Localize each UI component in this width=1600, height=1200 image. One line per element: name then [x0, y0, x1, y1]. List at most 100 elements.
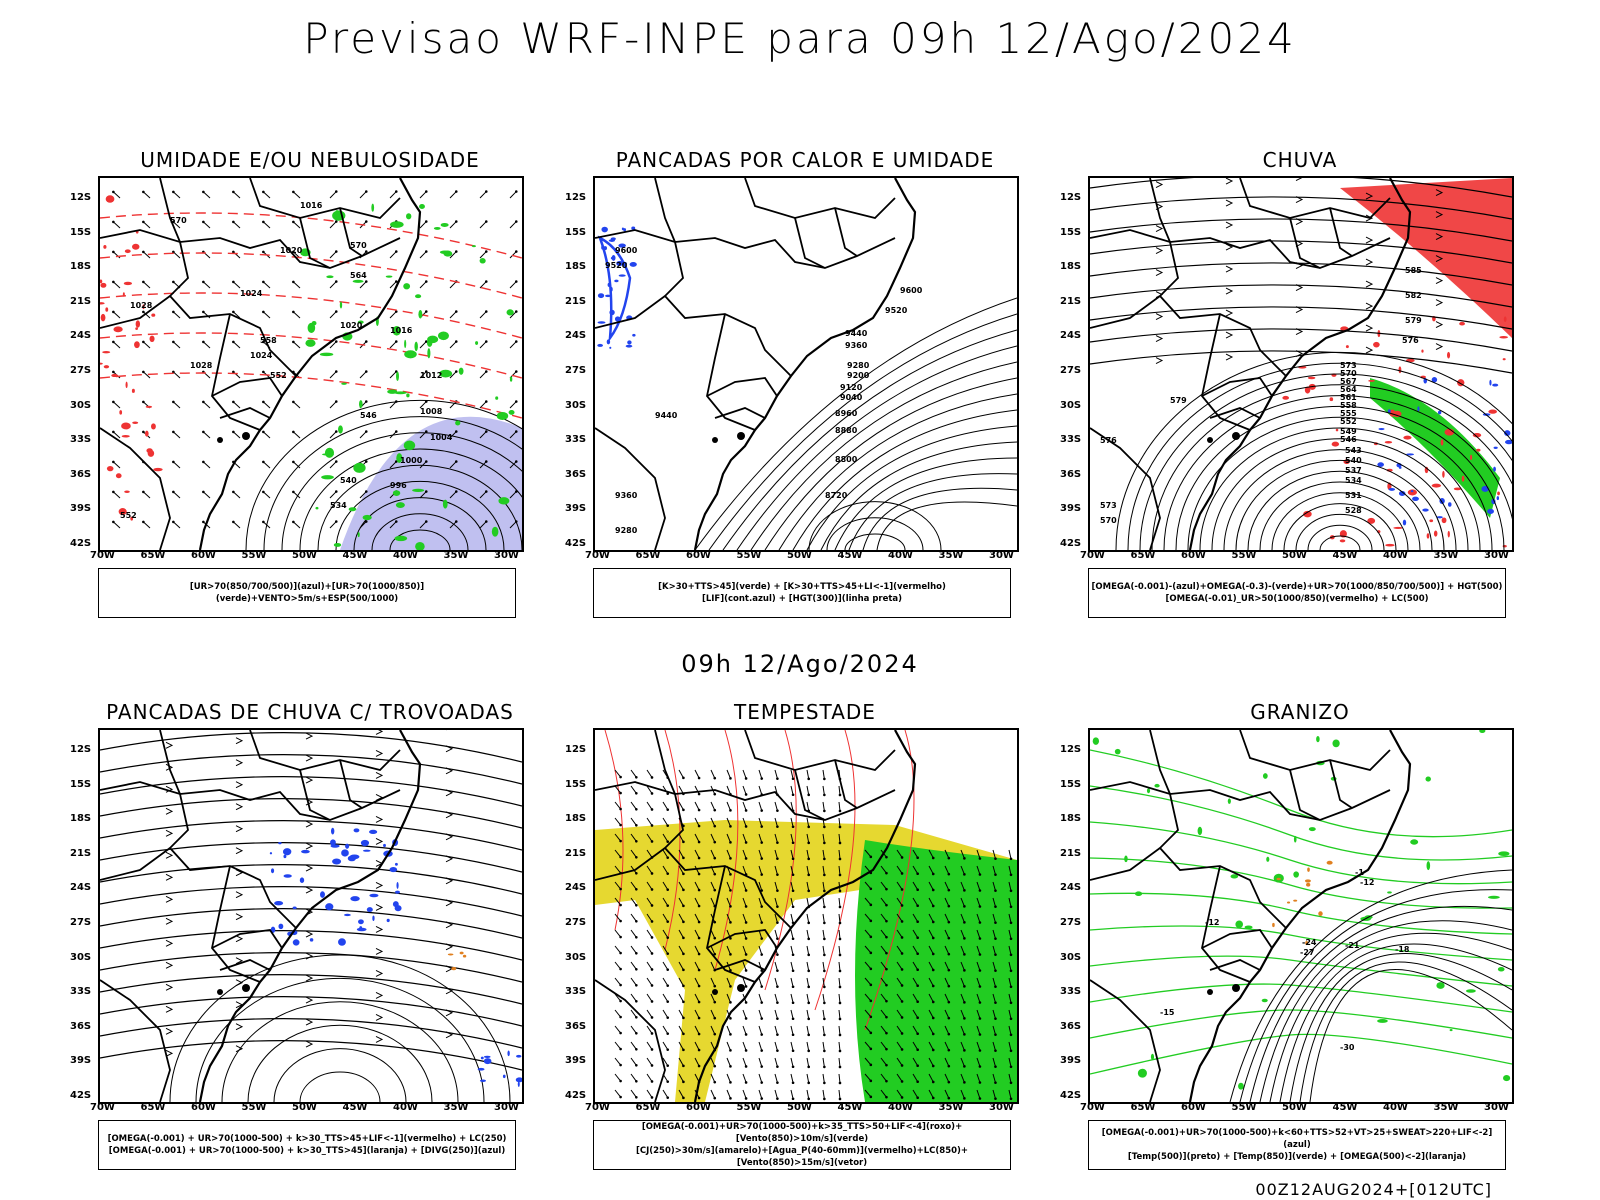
map-trovoadas[interactable] [98, 728, 524, 1104]
legend-pancadas-calor: [K>30+TTS>45](verde) + [K>30+TTS>45+LI<-… [593, 568, 1011, 618]
vector-head [484, 220, 488, 223]
vector-head [994, 985, 997, 988]
wind-vector [822, 961, 825, 971]
lif-blob [627, 340, 632, 345]
lon-label: 45W [342, 550, 368, 561]
vector-head [729, 777, 732, 780]
rain-blue [1505, 439, 1512, 445]
vector-head [900, 1080, 904, 1083]
wind-vector [928, 993, 934, 1003]
wind-vector [646, 801, 653, 810]
map-chuva[interactable]: 585 582 579 576 573 570 567 564 561 558 555 552 549 5… [1088, 176, 1514, 552]
divg-blue [483, 1058, 492, 1065]
divg-blue [396, 882, 399, 889]
vector-head [838, 825, 842, 829]
humidity-green [362, 514, 372, 521]
contour-label: 534 [330, 501, 347, 510]
humidity-green [406, 213, 412, 220]
map-pancadas-calor[interactable]: 9600 9520 9600 9520 9440 9360 9280 9200 9120 9040… [593, 176, 1019, 552]
wind-vector [896, 849, 903, 858]
vector-head [744, 953, 748, 956]
wind-vector [293, 221, 301, 229]
vector-head [823, 841, 826, 845]
wind-vector [822, 1057, 825, 1067]
vector-head [334, 370, 338, 373]
stream-arrow [1295, 196, 1304, 203]
vector-head [916, 872, 919, 876]
wind-vector [1008, 849, 1012, 859]
contour-label: -12 [1205, 918, 1219, 927]
vector-head [619, 823, 622, 827]
vector-head [619, 1031, 622, 1035]
lon-label: 45W [837, 1102, 863, 1113]
wind-vector [912, 1041, 919, 1050]
wind-vector [742, 881, 747, 891]
wind-vector [449, 281, 457, 289]
state-border [159, 178, 181, 243]
vector-head [112, 490, 115, 494]
wind-vector [864, 1089, 872, 1098]
wind-vector [113, 401, 121, 409]
vector-head [978, 1065, 982, 1068]
wind-vector [912, 1025, 919, 1034]
wind-vector [774, 977, 778, 987]
divg-blue [292, 906, 297, 910]
lat-label: 39S [565, 1055, 587, 1067]
state-border [100, 427, 171, 550]
wind-vector [822, 1025, 825, 1035]
lon-label: 55W [1231, 550, 1257, 561]
thickness-label-red [124, 490, 130, 493]
lif-blob [603, 246, 608, 251]
wind-vector [694, 769, 700, 779]
streamline [1090, 328, 1512, 352]
vector-head [744, 937, 748, 940]
wind-vector [710, 769, 716, 779]
map-umidade[interactable]: 1016 1020 1024 1024 1028 1028 1020 1016 1012 1008… [98, 176, 524, 552]
wind-vector [359, 431, 367, 439]
thickness-label-red [100, 313, 106, 322]
vector-head [807, 1049, 811, 1053]
lon-label: 35W [938, 1102, 964, 1113]
wind-vector [662, 865, 669, 874]
vector-head [454, 220, 458, 223]
wind-vector [822, 769, 825, 779]
lagoon-mark [1232, 984, 1240, 992]
lon-label: 65W [635, 1102, 661, 1113]
humidity-green [395, 502, 405, 509]
thickness-label-red [130, 516, 134, 521]
wind-vector [912, 849, 919, 858]
vector-head [635, 935, 638, 939]
stream-arrow [165, 851, 174, 859]
wind-vector [790, 961, 794, 971]
streamline [100, 754, 522, 785]
divg-blue [359, 926, 363, 930]
lc250-contour [273, 1048, 407, 1102]
lif-blob [623, 228, 627, 232]
wind-vector [912, 977, 919, 986]
vector-head [807, 793, 811, 797]
rain-red [1339, 539, 1346, 543]
wind-vector [838, 929, 841, 940]
wind-vector [646, 993, 653, 1002]
lat-label: 36S [1060, 468, 1082, 480]
wind-vector [864, 849, 872, 858]
wind-vector [960, 881, 965, 891]
omega-orange [451, 967, 457, 971]
divg-blue [283, 874, 292, 878]
vector-head [619, 1047, 622, 1051]
map-granizo[interactable]: -12 -12 -15 -18 -21 -24 -27 -30 -1 [1088, 728, 1514, 1104]
map-tempestade[interactable] [593, 728, 1019, 1104]
vector-head [791, 793, 795, 797]
vector-head [112, 310, 115, 314]
vector-head [885, 983, 888, 987]
wind-vector [203, 491, 211, 499]
wind-vector [774, 849, 778, 859]
vector-head [202, 190, 205, 194]
stream-arrow [305, 776, 314, 784]
vector-head [978, 969, 982, 972]
wind-vector [694, 881, 700, 891]
vector-head [823, 921, 826, 925]
vector-head [791, 857, 795, 861]
vector-head [885, 855, 888, 859]
isobar [281, 432, 522, 550]
